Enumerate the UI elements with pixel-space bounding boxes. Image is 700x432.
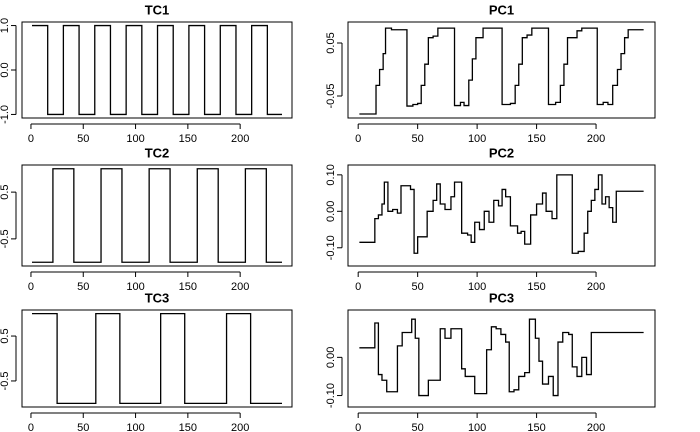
panel-title: PC2	[489, 145, 514, 160]
y-tick-label: 0.0	[0, 62, 11, 77]
x-tick-label: 0	[355, 422, 361, 432]
x-tick-label: 200	[231, 133, 249, 145]
x-tick-label: 100	[468, 133, 486, 145]
plot-box	[347, 309, 656, 408]
y-tick-label: -0.05	[325, 83, 337, 108]
y-tick-label: 0.00	[325, 201, 337, 222]
x-tick-label: 200	[587, 281, 605, 293]
data-line	[32, 24, 282, 116]
x-tick-label: 100	[126, 281, 144, 293]
data-line	[359, 27, 644, 115]
panel-title: PC1	[489, 2, 514, 17]
y-tick-label: 0.5	[0, 184, 11, 199]
x-tick-label: 200	[587, 422, 605, 432]
x-tick-label: 50	[77, 281, 89, 293]
x-tick-label: 200	[231, 281, 249, 293]
x-tick-label: 0	[28, 281, 34, 293]
x-tick-label: 0	[355, 133, 361, 145]
plot-box	[347, 164, 656, 267]
y-tick-label: -0.5	[0, 371, 11, 390]
plot-box	[21, 21, 293, 119]
y-tick-label: 0.10	[325, 164, 337, 185]
y-tick-label: 0.00	[325, 347, 337, 368]
x-tick-label: 100	[468, 422, 486, 432]
y-tick-label: -1.0	[0, 105, 11, 124]
panel-title: TC3	[145, 290, 170, 305]
x-tick-label: 100	[468, 281, 486, 293]
y-tick-label: 0.05	[325, 32, 337, 53]
x-tick-label: 100	[126, 133, 144, 145]
x-tick-label: 50	[412, 281, 424, 293]
plot-box	[21, 309, 293, 408]
data-line	[359, 174, 644, 254]
x-tick-label: 150	[179, 133, 197, 145]
x-tick-label: 150	[527, 281, 545, 293]
x-tick-label: 50	[77, 422, 89, 432]
x-tick-label: 0	[355, 281, 361, 293]
x-tick-label: 150	[527, 133, 545, 145]
data-line	[32, 312, 282, 405]
y-tick-label: 1.0	[0, 18, 11, 33]
panel-title: TC1	[145, 2, 170, 17]
x-tick-label: 50	[412, 422, 424, 432]
x-tick-label: 200	[587, 133, 605, 145]
x-tick-label: 200	[231, 422, 249, 432]
y-tick-label: -0.10	[325, 235, 337, 260]
x-tick-label: 50	[412, 133, 424, 145]
x-tick-label: 150	[527, 422, 545, 432]
x-tick-label: 150	[179, 422, 197, 432]
y-tick-label: -0.5	[0, 229, 11, 248]
panel-title: TC2	[145, 145, 170, 160]
x-tick-label: 150	[179, 281, 197, 293]
x-tick-label: 0	[28, 422, 34, 432]
data-line	[359, 318, 644, 397]
plot-box	[347, 21, 656, 119]
x-tick-label: 100	[126, 422, 144, 432]
x-tick-label: 0	[28, 133, 34, 145]
panel-title: PC3	[489, 290, 514, 305]
plot-box	[21, 164, 293, 267]
y-tick-label: -0.10	[325, 383, 337, 408]
x-tick-label: 50	[77, 133, 89, 145]
data-line	[32, 168, 282, 263]
y-tick-label: 0.5	[0, 328, 11, 343]
